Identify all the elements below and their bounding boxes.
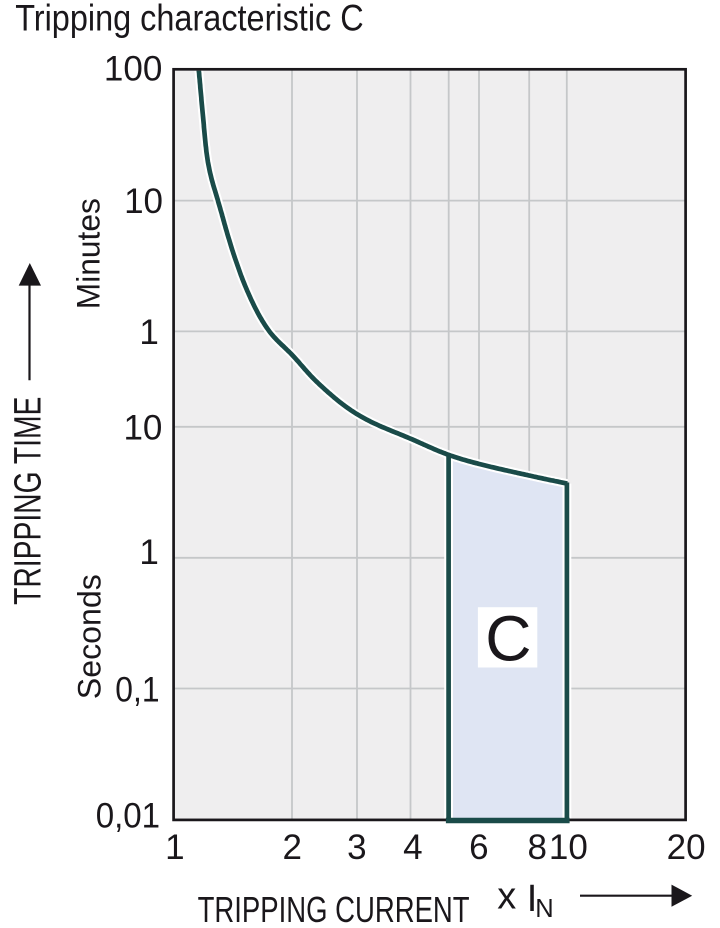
svg-text:2: 2 [282,828,301,867]
svg-text:1: 1 [165,828,184,867]
svg-text:100: 100 [104,49,162,88]
svg-text:1: 1 [139,533,158,572]
svg-text:N: N [535,895,553,923]
svg-text:10: 10 [549,828,588,867]
svg-text:0,01: 0,01 [96,796,160,835]
svg-text:10: 10 [123,408,162,447]
svg-text:TRIPPING TIME: TRIPPING TIME [7,397,50,605]
svg-text:I: I [527,878,538,920]
svg-text:Tripping characteristic C: Tripping characteristic C [15,0,364,39]
svg-text:6: 6 [469,828,488,867]
svg-text:1: 1 [139,313,158,352]
svg-text:10: 10 [124,182,163,221]
svg-text:4: 4 [403,828,422,867]
svg-text:8: 8 [527,828,546,867]
svg-text:0,1: 0,1 [115,670,159,709]
svg-text:Minutes: Minutes [70,198,107,309]
svg-text:C: C [485,602,531,674]
svg-text:20: 20 [667,828,706,867]
svg-text:Seconds: Seconds [71,574,108,699]
svg-text:x: x [497,876,516,918]
svg-text:3: 3 [347,828,366,867]
svg-text:TRIPPING CURRENT: TRIPPING CURRENT [198,889,470,928]
